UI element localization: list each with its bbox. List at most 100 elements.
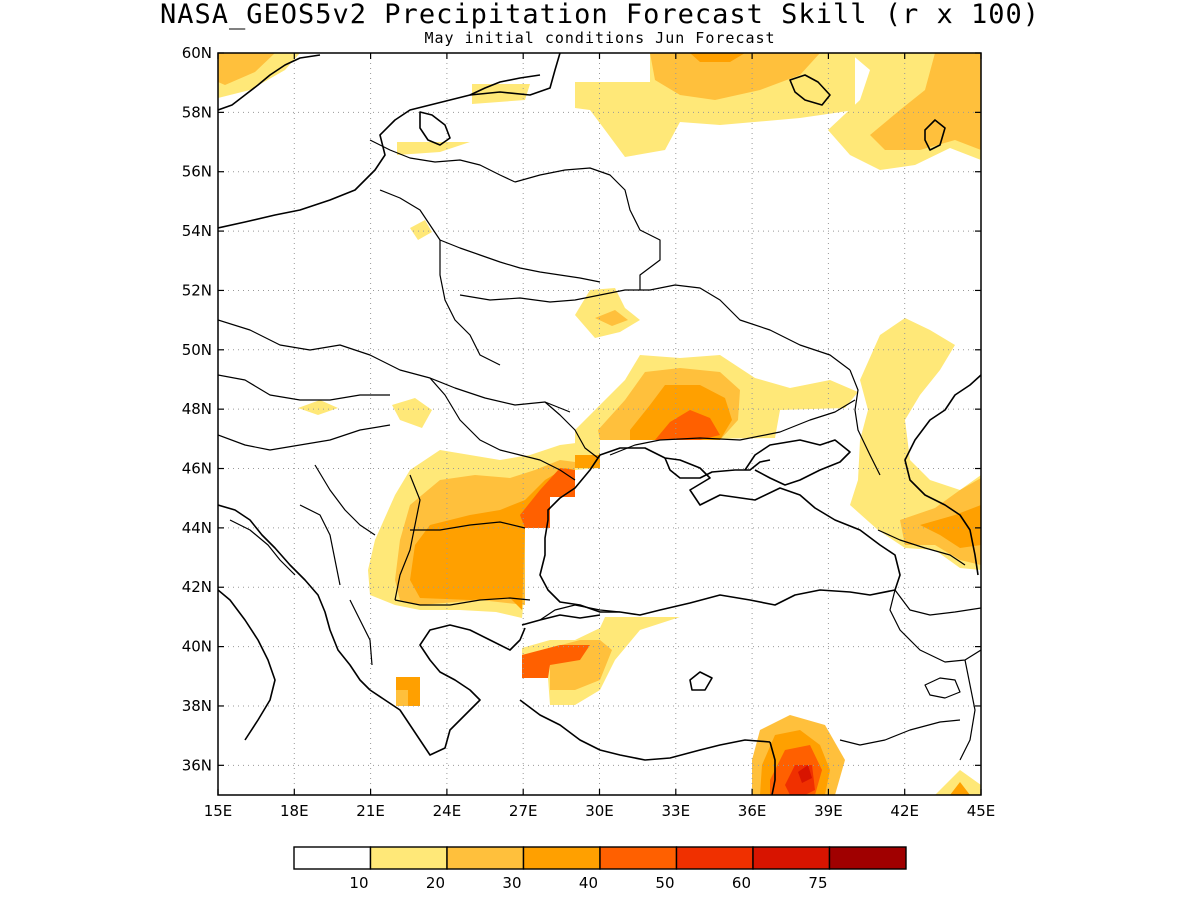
skill-region-turkey-nw-core — [522, 645, 590, 678]
levant-coast — [769, 741, 776, 795]
colorbar-label: 75 — [808, 874, 827, 892]
y-tick-label: 50N — [182, 341, 212, 359]
skill-region-nw-corner-core — [218, 53, 275, 85]
adriatic-coast — [218, 504, 371, 691]
colorbar-label: 20 — [426, 874, 445, 892]
colorbar-swatch — [446, 846, 525, 870]
y-tick-label: 40N — [182, 638, 212, 656]
baltic-coast — [218, 53, 561, 229]
marmara-coast — [521, 614, 601, 626]
colorbar-swatch — [599, 846, 678, 870]
scandinavia-coast — [218, 54, 321, 111]
border-5 — [429, 377, 576, 481]
northeast-lake — [924, 119, 946, 151]
skill-region-hungary-east — [392, 398, 432, 428]
border-27 — [539, 604, 621, 621]
border-9 — [349, 599, 373, 666]
border-13 — [514, 167, 661, 290]
border-8 — [394, 597, 531, 606]
x-tick-label: 18E — [280, 802, 309, 820]
border-16 — [544, 401, 599, 459]
skill-region-baltic — [397, 142, 470, 155]
y-tick-label: 48N — [182, 400, 212, 418]
border-2 — [218, 374, 390, 401]
sea-of-azov-coast — [744, 439, 851, 486]
x-tick-label: 36E — [738, 802, 767, 820]
border-14 — [369, 139, 516, 183]
estonia-coast — [419, 111, 451, 146]
border-11 — [439, 240, 501, 366]
skill-region-se-turkey-max — [798, 765, 812, 783]
country-borders — [218, 139, 981, 761]
skill-region-north-central-core — [690, 53, 745, 62]
colorbar-label: 50 — [655, 874, 674, 892]
colorbar-swatch — [369, 846, 448, 870]
x-axis: 15E 18E 21E 24E 27E 30E 33E 36E 39E 42E 45E — [204, 53, 996, 820]
x-tick-label: 15E — [204, 802, 233, 820]
y-axis: 60N 58N 56N 54N 52N 50N 48N 46N 44N 42N 40N 38N 36N — [182, 44, 981, 774]
x-tick-label: 42E — [890, 802, 919, 820]
skill-region-54n — [410, 220, 432, 240]
border-19 — [877, 529, 966, 566]
y-tick-label: 38N — [182, 697, 212, 715]
skill-region-ukraine-peak — [655, 410, 720, 440]
skill-region-east-band-core — [920, 505, 981, 548]
skill-region-southeast — [935, 770, 981, 795]
caspian-coast — [904, 374, 981, 576]
y-tick-label: 52N — [182, 281, 212, 299]
border-7 — [410, 521, 526, 531]
border-12 — [459, 284, 851, 371]
border-20 — [894, 589, 981, 616]
border-3 — [218, 424, 391, 451]
y-tick-label: 36N — [182, 756, 212, 774]
colorbar-label: 40 — [579, 874, 598, 892]
black-sea-coast — [539, 447, 901, 616]
coastlines — [218, 53, 981, 795]
turkey-south-coast — [519, 699, 771, 761]
x-tick-label: 21E — [356, 802, 385, 820]
border-10 — [439, 239, 601, 283]
x-tick-label: 27E — [509, 802, 538, 820]
x-tick-label: 45E — [967, 802, 996, 820]
skill-region-southeast-core — [950, 782, 970, 795]
skill-region-northeast-core — [870, 53, 981, 150]
border-15 — [379, 189, 441, 241]
border-18 — [849, 369, 881, 476]
y-tick-label: 54N — [182, 222, 212, 240]
border-25 — [229, 519, 296, 576]
colorbar-label: 10 — [349, 874, 368, 892]
colorbar: 10 20 30 40 50 60 75 — [293, 846, 907, 892]
border-23 — [839, 719, 961, 746]
y-tick-label: 58N — [182, 103, 212, 121]
italy-coast — [218, 589, 276, 741]
y-tick-label: 56N — [182, 163, 212, 181]
skill-region-finland — [472, 84, 530, 104]
colorbar-swatch — [675, 846, 754, 870]
border-24 — [924, 677, 961, 699]
y-tick-label: 42N — [182, 578, 212, 596]
skill-region-greece-edge — [396, 690, 408, 706]
y-tick-label: 60N — [182, 44, 212, 62]
skill-region-hungary-west — [298, 400, 338, 415]
border-4 — [314, 464, 376, 536]
skill-region-51n-core — [595, 310, 628, 326]
map-title: NASA_GEOS5v2 Precipitation Forecast Skil… — [159, 0, 1041, 30]
greece-coast — [369, 624, 526, 756]
border-22 — [959, 659, 976, 761]
colorbar-label: 60 — [732, 874, 751, 892]
colorbar-swatch — [522, 846, 601, 870]
cyprus-island — [689, 671, 713, 691]
y-tick-label: 44N — [182, 519, 212, 537]
colorbar-swatch — [828, 846, 907, 870]
border-1 — [218, 319, 571, 413]
colorbar-swatch — [293, 846, 372, 870]
gulf-of-finland-coast — [469, 74, 541, 96]
map-subtitle: May initial conditions Jun Forecast — [424, 29, 776, 47]
skill-region-balkans-peak — [520, 468, 575, 528]
x-tick-label: 39E — [814, 802, 843, 820]
colorbar-label: 30 — [502, 874, 521, 892]
x-tick-label: 24E — [433, 802, 462, 820]
border-6 — [394, 474, 421, 601]
border-17 — [609, 399, 856, 456]
